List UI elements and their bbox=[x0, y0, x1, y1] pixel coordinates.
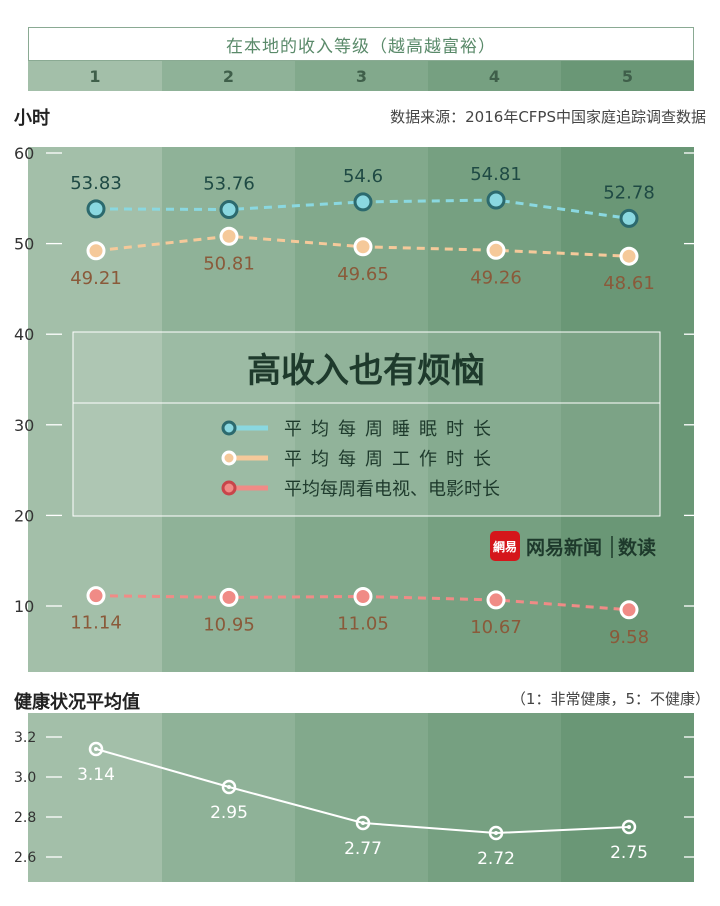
health-label-4: 2.72 bbox=[477, 849, 515, 869]
point-sleep-4 bbox=[486, 190, 506, 210]
legend-label-work: 平均每周工作时长 bbox=[284, 449, 500, 470]
health-label-1: 3.14 bbox=[77, 765, 115, 785]
income-band-5 bbox=[561, 147, 694, 672]
data-label-work-1: 49.21 bbox=[70, 268, 122, 289]
y-tick-label-30: 30 bbox=[14, 416, 34, 435]
point-work-5 bbox=[619, 246, 639, 266]
data-label-tv-5: 9.58 bbox=[609, 627, 649, 648]
point-tv-2 bbox=[219, 587, 239, 607]
data-label-sleep-3: 54.6 bbox=[343, 166, 383, 187]
level-header-1: 1 bbox=[28, 61, 162, 91]
health-label-2: 2.95 bbox=[210, 803, 248, 823]
bottom-chart-note: （1：非常健康，5：不健康） bbox=[510, 690, 710, 708]
data-label-work-2: 50.81 bbox=[203, 253, 255, 274]
level-header-3: 3 bbox=[295, 61, 428, 91]
y-tick-label-10: 10 bbox=[14, 597, 34, 616]
point-work-4 bbox=[486, 240, 506, 260]
health-point-dot-5 bbox=[627, 825, 631, 829]
point-sleep-5 bbox=[619, 208, 639, 228]
income-level-title: 在本地的收入等级（越高越富裕） bbox=[28, 27, 694, 61]
point-work-3 bbox=[353, 237, 373, 257]
point-tv-3 bbox=[353, 586, 373, 606]
point-tv-5 bbox=[619, 600, 639, 620]
legend-title: 高收入也有烦恼 bbox=[247, 351, 485, 391]
top-line-chart: 10 20 30 40 50 60 高收入也有烦恼 平均每周睡眠时长 平均每周工作时长 平… bbox=[14, 144, 694, 672]
income-band-4 bbox=[428, 147, 561, 672]
y-tick-label-40: 40 bbox=[14, 325, 34, 344]
data-label-tv-2: 10.95 bbox=[203, 614, 255, 635]
level-header-4: 4 bbox=[428, 61, 561, 91]
legend-box bbox=[72, 331, 661, 517]
health-label-3: 2.77 bbox=[344, 839, 382, 859]
netease-logo-icon bbox=[490, 531, 520, 561]
point-tv-1 bbox=[86, 586, 106, 606]
data-label-sleep-5: 52.78 bbox=[603, 182, 655, 203]
data-label-tv-1: 11.14 bbox=[70, 613, 122, 634]
health-line-chart: 2.6 2.8 3.0 3.2 3.14 2.95 2.77 2.72 2.75 bbox=[14, 713, 694, 882]
legend-item-work: 平均每周工作时长 bbox=[221, 449, 500, 470]
legend-item-tv: 平均每周看电视、电影时长 bbox=[221, 479, 500, 500]
health-y-tick-label-2: 3.0 bbox=[14, 770, 36, 786]
y-tick-label-20: 20 bbox=[14, 506, 34, 525]
y-tick-label-60: 60 bbox=[14, 144, 34, 163]
data-label-tv-4: 10.67 bbox=[470, 617, 522, 638]
data-label-work-5: 48.61 bbox=[603, 273, 655, 294]
legend-marker-work bbox=[221, 450, 237, 466]
health-point-dot-2 bbox=[227, 785, 231, 789]
legend-marker-tv bbox=[221, 480, 237, 496]
netease-logo-text: 網易 bbox=[493, 539, 517, 554]
health-point-3 bbox=[355, 815, 371, 831]
health-band-5 bbox=[561, 713, 694, 882]
y-tick-label-50: 50 bbox=[14, 235, 34, 254]
legend-label-tv: 平均每周看电视、电影时长 bbox=[284, 479, 500, 500]
legend-panel: 高收入也有烦恼 平均每周睡眠时长 平均每周工作时长 平均每周看电视、电影时长 bbox=[72, 331, 661, 517]
health-band-1 bbox=[28, 713, 162, 882]
level-header-5: 5 bbox=[561, 61, 694, 91]
health-point-2 bbox=[221, 779, 237, 795]
brand-logo: 網易 网易新闻 数读 bbox=[490, 531, 656, 561]
data-label-tv-3: 11.05 bbox=[337, 613, 389, 634]
income-band-1 bbox=[28, 147, 162, 672]
point-sleep-3 bbox=[353, 192, 373, 212]
point-sleep-1 bbox=[86, 199, 106, 219]
legend-marker-sleep bbox=[221, 420, 237, 436]
health-point-5 bbox=[621, 819, 637, 835]
level-header-2: 2 bbox=[162, 61, 295, 91]
health-point-dot-4 bbox=[494, 831, 498, 835]
data-source: 数据来源：2016年CFPS中国家庭追踪调查数据 bbox=[390, 108, 706, 126]
bottom-chart-title: 健康状况平均值 bbox=[14, 692, 140, 713]
health-point-1 bbox=[88, 741, 104, 757]
data-label-work-4: 49.26 bbox=[470, 267, 522, 288]
legend-item-sleep: 平均每周睡眠时长 bbox=[221, 419, 500, 440]
point-work-1 bbox=[86, 241, 106, 261]
point-tv-4 bbox=[486, 590, 506, 610]
brand-name: 网易新闻 bbox=[526, 536, 602, 559]
point-work-2 bbox=[219, 226, 239, 246]
data-label-sleep-2: 53.76 bbox=[203, 174, 255, 195]
data-label-sleep-1: 53.83 bbox=[70, 173, 122, 194]
health-y-tick-label-0: 2.6 bbox=[14, 850, 36, 866]
health-y-tick-label-3: 3.2 bbox=[14, 730, 36, 746]
health-band-3 bbox=[295, 713, 428, 882]
brand-sub: 数读 bbox=[618, 536, 656, 559]
point-sleep-2 bbox=[219, 200, 239, 220]
health-point-dot-1 bbox=[94, 747, 98, 751]
top-y-axis-label: 小时 bbox=[14, 108, 50, 129]
health-band-2 bbox=[162, 713, 295, 882]
health-band-4 bbox=[428, 713, 561, 882]
health-point-dot-3 bbox=[361, 821, 365, 825]
health-label-5: 2.75 bbox=[610, 843, 648, 863]
legend-label-sleep: 平均每周睡眠时长 bbox=[284, 419, 500, 440]
income-band-3 bbox=[295, 147, 428, 672]
data-label-work-3: 49.65 bbox=[337, 264, 389, 285]
health-y-tick-label-1: 2.8 bbox=[14, 810, 36, 826]
health-point-4 bbox=[488, 825, 504, 841]
data-label-sleep-4: 54.81 bbox=[470, 164, 522, 185]
